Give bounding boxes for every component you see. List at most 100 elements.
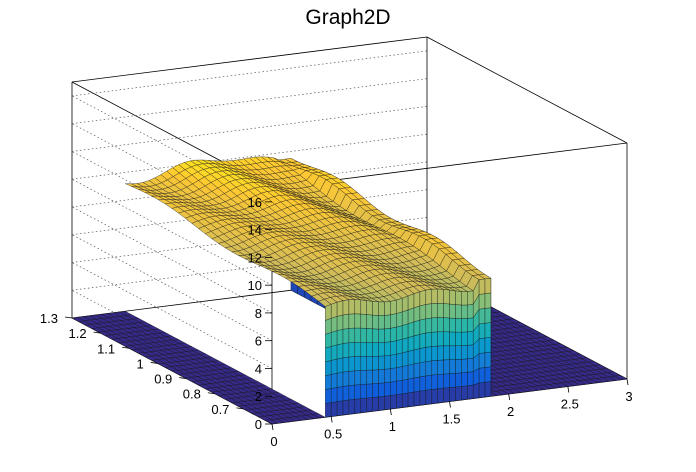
surface-wall-cell — [372, 396, 379, 412]
surface-wall-cell — [384, 314, 391, 330]
surface-wall-cell — [396, 298, 403, 314]
z-tick-label: 8 — [255, 306, 262, 321]
surface-wall-cell — [390, 394, 397, 410]
surface-wall-cell — [336, 371, 344, 388]
grid-line — [71, 95, 273, 203]
surface-wall-cell — [425, 303, 432, 319]
surface-wall-cell — [354, 313, 361, 329]
x-tick-mark — [567, 386, 570, 393]
surface-wall-cell — [478, 381, 486, 399]
x-tick-label: 2 — [507, 404, 514, 419]
surface-wall-cell — [366, 383, 373, 399]
surface-wall-cell — [455, 359, 462, 374]
z-tick-label: 12 — [248, 250, 262, 265]
surface-wall-cell — [325, 388, 332, 404]
surface-wall-cell — [331, 372, 338, 389]
surface-wall-cell — [360, 327, 367, 343]
surface-wall-cell — [360, 397, 367, 414]
x-tick-label: 1.5 — [442, 412, 460, 427]
surface-wall-cell — [372, 356, 379, 371]
surface-wall-cell — [366, 397, 373, 413]
surface-wall-cell — [419, 304, 426, 321]
surface-wall-cell — [431, 360, 438, 376]
surface-wall-cell — [402, 323, 409, 340]
surface-wall-cell — [396, 338, 403, 355]
x-tick-mark — [626, 378, 629, 386]
surface-wall-cell — [484, 351, 492, 368]
y-tick-mark — [64, 316, 73, 319]
surface-wall-cell — [461, 291, 468, 306]
surface-wall-cell — [461, 372, 468, 387]
surface-wall-cell — [413, 362, 421, 379]
surface-wall-cell — [449, 359, 456, 374]
frame-edge — [71, 36, 428, 83]
surface-wall-cell — [348, 342, 355, 358]
surface-wall-cell — [325, 360, 332, 377]
surface-wall-cell — [478, 278, 486, 295]
x-tick-mark — [271, 423, 274, 431]
grid-line — [71, 262, 273, 369]
surface-wall-cell — [443, 345, 450, 361]
surface-wall-cell — [378, 342, 385, 357]
surface-wall-cell — [419, 375, 426, 392]
surface-wall-cell — [407, 363, 415, 380]
surface-wall-cell — [431, 317, 438, 333]
surface-wall-cell — [431, 388, 438, 405]
y-tick-mark — [122, 346, 130, 349]
surface-wall-cell — [325, 304, 332, 321]
y-tick-label: 0.8 — [183, 387, 201, 402]
surface-wall-cell — [431, 288, 438, 304]
surface-wall-cell — [348, 370, 355, 386]
surface-wall-cell — [325, 346, 332, 363]
surface-wall-cell — [484, 366, 492, 383]
surface-wall-cell — [449, 317, 456, 333]
surface-wall-cell — [484, 322, 492, 339]
surface-wall-cell — [366, 356, 373, 371]
surface-wall-cell — [366, 342, 373, 357]
z-tick-label: 0 — [255, 417, 262, 432]
surface-wall-cell — [384, 395, 391, 411]
x-tick-label: 1 — [389, 419, 396, 434]
surface-wall-cell — [425, 332, 432, 348]
surface-wall-cell — [396, 393, 403, 409]
surface-wall-cell — [425, 288, 432, 305]
surface-wall-cell — [342, 328, 350, 344]
surface-wall-cell — [437, 317, 444, 332]
surface-wall-cell — [449, 345, 456, 360]
surface-wall-cell — [354, 398, 361, 414]
surface-wall-cell — [378, 355, 385, 370]
surface-wall-cell — [413, 305, 421, 323]
y-tick-label: 1.1 — [97, 341, 115, 356]
surface-plot — [71, 156, 628, 425]
surface-wall-cell — [325, 332, 332, 349]
surface-wall-cell — [467, 371, 474, 387]
surface-wall-cell — [384, 368, 391, 383]
surface-wall-cell — [372, 328, 379, 343]
surface-wall-cell — [354, 384, 361, 400]
surface-wall-cell — [348, 299, 355, 315]
surface-wall-cell — [325, 402, 332, 418]
surface-wall-cell — [390, 340, 397, 356]
surface-wall-cell — [396, 325, 403, 341]
surface-wall-cell — [455, 386, 462, 402]
surface-wall-cell — [467, 290, 474, 306]
surface-wall-cell — [354, 342, 361, 357]
surface-wall-cell — [425, 317, 432, 334]
surface-wall-cell — [331, 344, 338, 361]
surface-wall-cell — [437, 331, 444, 347]
surface-wall-cell — [402, 378, 409, 395]
surface-wall-cell — [443, 359, 450, 375]
surface-wall-cell — [354, 327, 361, 343]
x-tick-label: 3 — [625, 389, 632, 404]
surface-wall-cell — [419, 332, 426, 349]
surface-wall-cell — [402, 309, 409, 326]
grid-line — [71, 106, 428, 152]
surface-wall-cell — [384, 328, 391, 343]
surface-wall-cell — [360, 313, 367, 329]
surface-wall-cell — [478, 352, 486, 369]
grid-line — [71, 178, 273, 286]
surface-wall-cell — [461, 385, 468, 401]
surface-wall-cell — [331, 301, 338, 319]
surface-wall-cell — [484, 381, 492, 398]
surface-wall-cell — [419, 347, 426, 363]
